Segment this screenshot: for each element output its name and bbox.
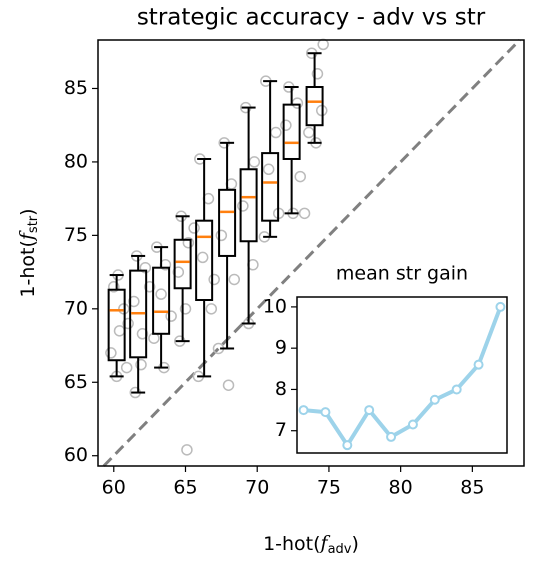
x-tick-label: 70 [245, 477, 269, 499]
y-tick-label: 9 [275, 337, 287, 359]
line-point [429, 394, 440, 405]
label-part: ) [17, 208, 39, 215]
box [261, 152, 280, 222]
scatter-point [298, 207, 311, 220]
axes-frame [97, 39, 525, 467]
scatter-point [280, 119, 292, 131]
box [107, 288, 126, 362]
scatter-point [248, 156, 261, 168]
scatter-point [182, 236, 195, 249]
y-tick-label: 85 [64, 77, 88, 99]
scatter-point [172, 266, 185, 278]
line-point [320, 407, 331, 418]
scatter-point [179, 303, 192, 315]
scatter-point [196, 251, 209, 264]
scatter-point [205, 303, 218, 315]
scatter-point [291, 97, 304, 109]
label-part: 1-hot( [263, 533, 320, 555]
scatter-point [188, 222, 200, 234]
x-tick-label: 60 [102, 477, 126, 499]
label-part: f [16, 230, 38, 242]
axes-frame [296, 296, 508, 454]
box [305, 86, 324, 127]
x-tick-label: 65 [173, 477, 197, 499]
scatter-point [108, 281, 120, 293]
scatter-point [215, 229, 228, 242]
chart-title: strategic accuracy - adv vs str [137, 5, 486, 31]
line [303, 306, 503, 448]
y-tick-label: 10 [263, 295, 287, 317]
label-part: str [26, 215, 41, 233]
x-axis-label: 1-hot(fadv) [263, 532, 359, 557]
scatter-point [222, 379, 235, 391]
box [239, 168, 258, 243]
y-tick-label: 75 [64, 224, 88, 246]
scatter-point [228, 273, 241, 286]
x-tick-label: 80 [389, 477, 413, 499]
box [173, 238, 192, 290]
y-tick-label: 65 [64, 371, 88, 393]
line-point [342, 440, 353, 451]
x-tick-label: 75 [317, 477, 341, 499]
box [282, 103, 301, 160]
line-point [298, 405, 309, 416]
y-tick-label: 7 [275, 419, 287, 441]
scatter-point [143, 281, 156, 293]
line-point [407, 419, 418, 430]
y-tick-label: 70 [64, 297, 88, 319]
scatter-point [270, 126, 282, 139]
line-point [451, 384, 462, 395]
x-tick-label: 85 [460, 477, 484, 499]
scatter-point [128, 295, 140, 308]
scatter-point [165, 310, 177, 322]
label-part: 1-hot( [17, 240, 39, 297]
scatter-point [155, 288, 167, 300]
y-tick-label: 80 [64, 150, 88, 172]
y-axis-label: 1-hot(fstr) [16, 208, 41, 297]
box [152, 266, 171, 335]
scatter-point [136, 328, 149, 340]
scatter-point [208, 273, 220, 286]
line-point [473, 359, 484, 370]
y-tick-label: 60 [64, 444, 88, 466]
scatter-point [294, 170, 306, 183]
line-point [364, 405, 375, 416]
inset-title: mean str gain [336, 263, 468, 285]
diagonal-line [102, 38, 521, 468]
label-part: ) [352, 533, 359, 555]
box [218, 188, 237, 257]
scatter-point [122, 317, 134, 330]
line-point [495, 301, 506, 312]
line-point [386, 431, 397, 442]
scatter-point [135, 358, 147, 371]
label-part: adv [328, 542, 352, 557]
scatter-point [303, 126, 315, 139]
box [129, 269, 148, 359]
scatter-point [181, 444, 193, 456]
y-tick-label: 8 [275, 378, 287, 400]
scatter-point [237, 200, 249, 212]
scatter-point [105, 347, 117, 359]
scatter-point [120, 361, 133, 374]
scatter-point [317, 38, 329, 51]
scatter-point [262, 163, 275, 176]
label-part: f [319, 532, 331, 554]
box [195, 219, 214, 302]
scatter-point [311, 68, 324, 80]
scatter-point [113, 325, 126, 337]
